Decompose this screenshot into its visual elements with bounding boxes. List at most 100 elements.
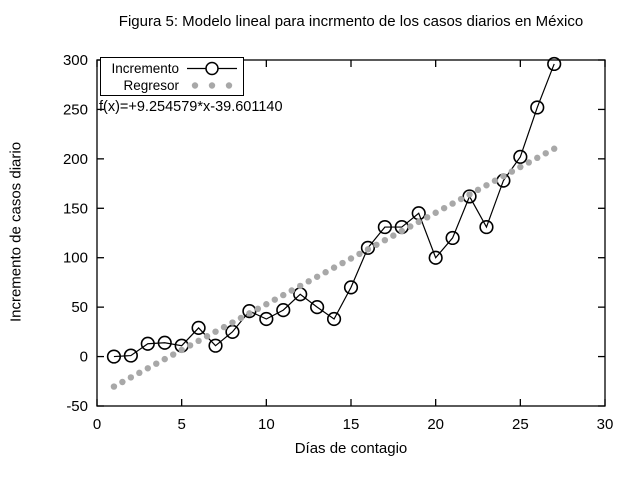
regression-dot	[136, 369, 143, 377]
regression-dot	[203, 333, 211, 340]
regression-dot	[339, 259, 346, 267]
data-point-marker	[445, 230, 460, 246]
regression-dot	[517, 163, 524, 171]
regression-equation: f(x)=+9.254579*x-39.601140	[99, 99, 283, 115]
regression-dot	[407, 223, 414, 230]
regression-dot	[297, 282, 304, 290]
regression-dot	[381, 236, 389, 244]
data-point-marker	[123, 348, 138, 363]
data-point-marker	[157, 335, 172, 350]
regression-dot	[280, 291, 287, 299]
data-point-marker	[428, 250, 443, 265]
data-point-marker	[208, 338, 223, 353]
x-tick-label: 5	[177, 416, 185, 433]
regression-dot	[424, 214, 431, 221]
regression-dot	[110, 383, 118, 390]
x-tick-label: 20	[427, 416, 444, 433]
regression-dot	[170, 351, 177, 358]
regression-dot	[229, 319, 236, 326]
regression-dot	[491, 177, 499, 184]
chart-title: Figura 5: Modelo lineal para incrmento d…	[118, 13, 584, 30]
regression-dot	[373, 241, 380, 248]
y-tick-label: 250	[63, 101, 88, 118]
regression-dot	[263, 301, 270, 308]
x-tick-label: 25	[512, 416, 529, 433]
regression-dot	[178, 346, 185, 354]
regression-dot	[313, 273, 321, 280]
regression-dot	[186, 342, 194, 349]
regression-dot	[525, 159, 532, 166]
regression-dot	[415, 218, 422, 226]
regression-dot	[534, 154, 541, 162]
regression-dot	[271, 296, 278, 303]
data-point-marker	[547, 56, 562, 72]
data-point-marker	[276, 303, 291, 318]
legend-label-incremento: Incremento	[111, 61, 179, 76]
regression-dot	[127, 374, 135, 381]
regression-dot	[195, 337, 202, 345]
legend: Incremento Regresor	[100, 57, 244, 96]
regresor-dots-sample-icon	[191, 82, 233, 89]
data-point-marker	[462, 189, 477, 204]
regression-dot	[551, 145, 558, 152]
data-point-marker	[343, 280, 359, 295]
legend-entry-regresor: Regresor	[105, 77, 238, 94]
incremento-line-sample-icon	[187, 61, 237, 76]
regression-dot	[364, 246, 372, 253]
data-point-marker	[259, 311, 274, 327]
x-tick-label: 0	[93, 416, 101, 433]
regression-dot	[330, 264, 338, 271]
x-tick-label: 15	[343, 416, 360, 433]
regression-dot	[347, 255, 355, 262]
data-point-marker	[360, 240, 376, 255]
regression-dot	[390, 232, 397, 239]
regression-dot	[288, 287, 295, 294]
y-tick-label: 300	[63, 52, 88, 69]
y-tick-label: 50	[71, 299, 88, 316]
regression-dot	[153, 360, 160, 367]
regression-dot	[449, 200, 456, 207]
data-point-marker	[513, 149, 528, 164]
data-point-marker	[140, 336, 155, 351]
y-tick-label: 150	[63, 200, 88, 217]
regression-dot	[542, 150, 549, 157]
regression-dot	[432, 209, 439, 216]
data-point-marker	[191, 320, 206, 336]
data-point-marker	[310, 300, 325, 315]
data-point-marker	[479, 219, 494, 235]
data-point-marker	[106, 349, 122, 364]
regression-dot	[500, 172, 507, 180]
data-point-marker	[530, 100, 545, 115]
regression-dot	[398, 227, 405, 235]
regression-dot	[119, 378, 126, 386]
regression-dot	[220, 323, 228, 331]
regression-dot	[305, 278, 312, 285]
legend-label-regresor: Regresor	[123, 78, 179, 93]
regression-dot	[457, 195, 465, 203]
data-point-marker	[377, 219, 392, 235]
regression-dot	[440, 204, 448, 212]
x-axis-label: Días de contagio	[294, 440, 408, 457]
regression-dot	[322, 269, 329, 276]
y-tick-label: -50	[66, 398, 88, 415]
regression-dot	[212, 328, 219, 335]
regression-dot	[144, 365, 151, 372]
y-tick-label: 100	[63, 250, 88, 267]
regression-dot	[246, 310, 253, 317]
data-point-marker	[326, 311, 342, 327]
regression-dot	[508, 168, 516, 175]
x-axis-ticks: 0 5 10 15 20 25 30	[93, 60, 613, 433]
series-regresor	[110, 145, 558, 390]
regression-dot	[474, 186, 482, 194]
regression-dot	[466, 191, 473, 198]
y-tick-label: 0	[80, 349, 88, 366]
regression-dot	[237, 314, 245, 322]
regression-dot	[356, 250, 363, 258]
y-axis-ticks: -50 0 50 100 150 200 250 300	[63, 52, 605, 415]
y-tick-label: 200	[63, 151, 88, 168]
regression-dot	[483, 182, 490, 189]
legend-entry-incremento: Incremento	[105, 60, 238, 77]
x-tick-label: 10	[258, 416, 275, 433]
